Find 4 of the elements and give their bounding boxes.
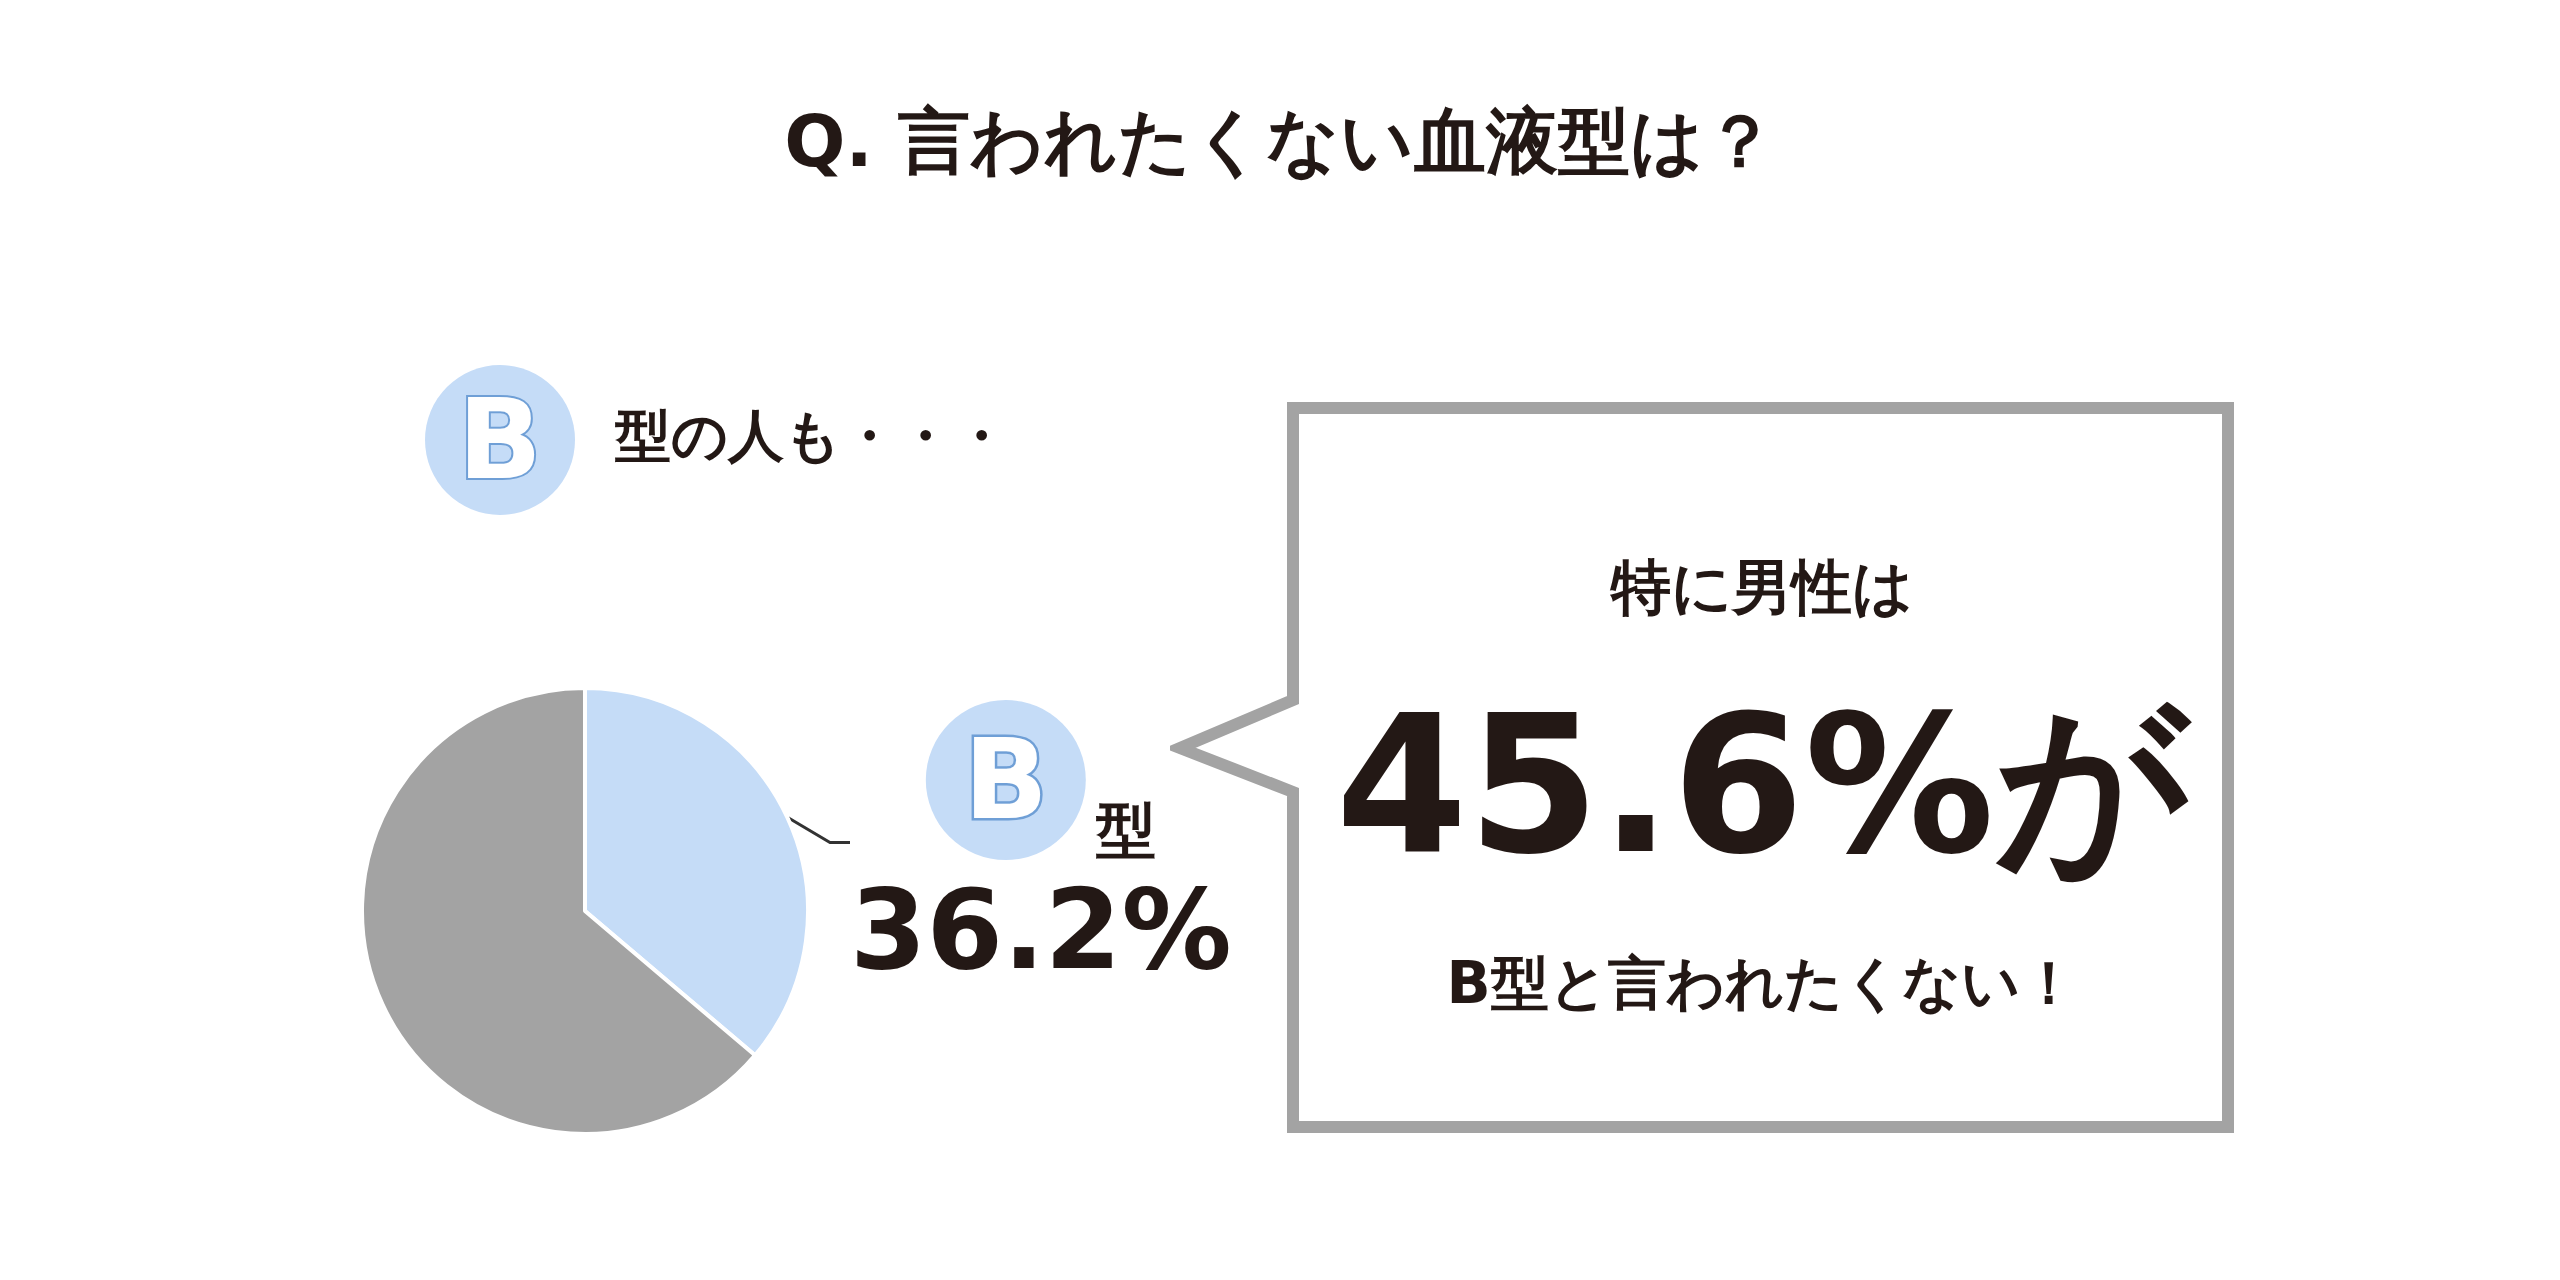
text: 特に男性は — [1609, 551, 1914, 624]
text: B型と言われたくない！ — [1446, 949, 2078, 1017]
chart-title: Q. 言われたくない血液型は？ — [784, 99, 1776, 183]
data-label: 36.2% — [850, 866, 1232, 994]
